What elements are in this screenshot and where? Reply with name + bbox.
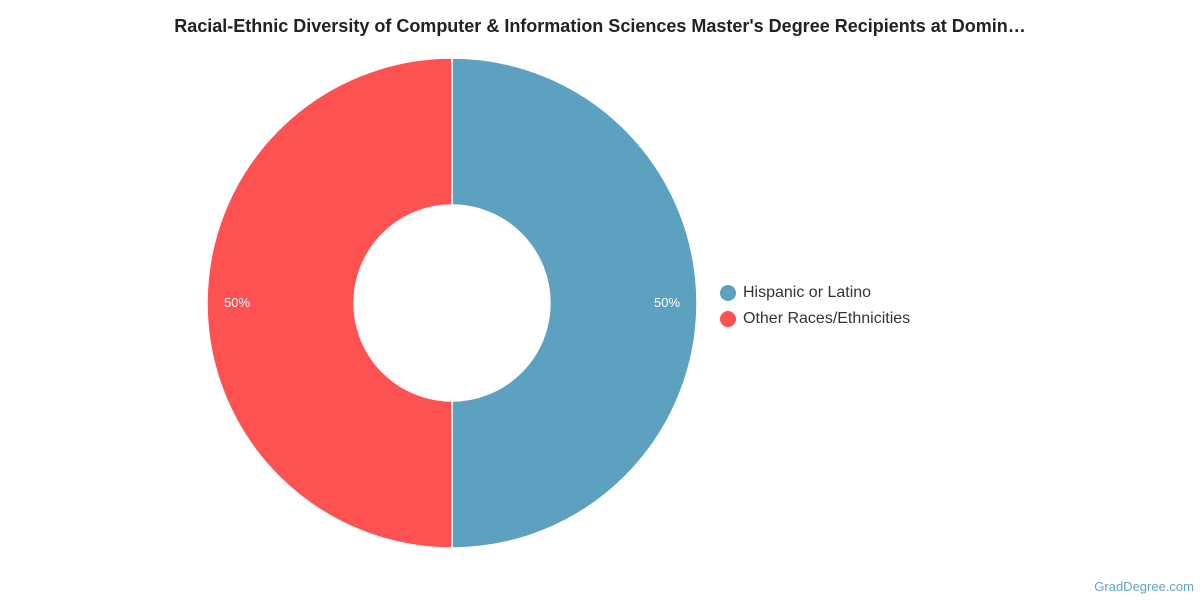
slice-other-races-ethnicities[interactable]: [206, 57, 453, 549]
legend-label: Other Races/Ethnicities: [743, 310, 911, 327]
slice-hispanic-or-latino[interactable]: [451, 57, 698, 549]
slice-value-label: 50%: [224, 295, 250, 310]
legend-item-hispanic-or-latino[interactable]: Hispanic or Latino: [720, 280, 910, 306]
legend-label: Hispanic or Latino: [743, 284, 872, 301]
legend: Hispanic or Latino Other Races/Ethniciti…: [720, 280, 910, 332]
legend-swatch-other-races-ethnicities: [720, 311, 736, 327]
chart-title: Racial-Ethnic Diversity of Computer & In…: [174, 16, 1026, 36]
legend-item-other-races-ethnicities[interactable]: Other Races/Ethnicities: [720, 306, 910, 332]
source-link[interactable]: GradDegree.com: [1094, 579, 1194, 594]
legend-swatch-hispanic-or-latino: [720, 285, 736, 301]
slice-value-label: 50%: [654, 295, 680, 310]
